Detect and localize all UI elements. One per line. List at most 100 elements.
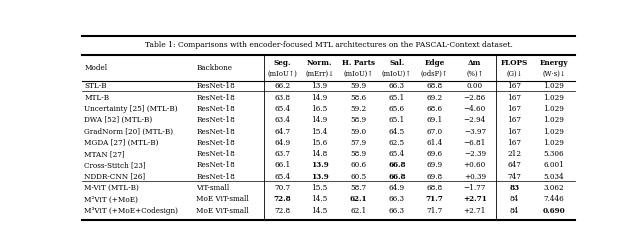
Text: 66.8: 66.8 xyxy=(388,161,406,170)
Text: (mIoU)↑: (mIoU)↑ xyxy=(343,69,373,77)
Text: 68.8: 68.8 xyxy=(426,184,442,192)
Text: ResNet-18: ResNet-18 xyxy=(196,139,235,147)
Text: Table 1: Comparisons with encoder-focused MTL architectures on the PASCAL-Contex: Table 1: Comparisons with encoder-focuse… xyxy=(145,41,513,49)
Text: ResNet-18: ResNet-18 xyxy=(196,161,235,170)
Text: DWA [52] (MTL-B): DWA [52] (MTL-B) xyxy=(84,116,153,124)
Text: 68.6: 68.6 xyxy=(426,105,442,113)
Text: +2.71: +2.71 xyxy=(463,195,487,203)
Text: 70.7: 70.7 xyxy=(275,184,291,192)
Text: M²ViT (+MoE): M²ViT (+MoE) xyxy=(84,195,138,203)
Text: Norm.: Norm. xyxy=(307,59,332,66)
Text: 1.029: 1.029 xyxy=(543,127,564,135)
Text: 69.6: 69.6 xyxy=(426,150,442,158)
Text: 1.029: 1.029 xyxy=(543,116,564,124)
Text: 62.1: 62.1 xyxy=(349,195,367,203)
Text: 66.8: 66.8 xyxy=(388,173,406,181)
Text: NDDR-CNN [26]: NDDR-CNN [26] xyxy=(84,173,145,181)
Text: STL-B: STL-B xyxy=(84,82,107,90)
Text: Cross-Stitch [23]: Cross-Stitch [23] xyxy=(84,161,146,170)
Text: GradNorm [20] (MTL-B): GradNorm [20] (MTL-B) xyxy=(84,127,173,135)
Text: 65.1: 65.1 xyxy=(388,94,405,102)
Text: 14.5: 14.5 xyxy=(312,195,328,203)
Text: −6.81: −6.81 xyxy=(463,139,486,147)
Text: 69.2: 69.2 xyxy=(426,94,442,102)
Text: −4.60: −4.60 xyxy=(464,105,486,113)
Text: Uncertainty [25] (MTL-B): Uncertainty [25] (MTL-B) xyxy=(84,105,178,113)
Text: 68.8: 68.8 xyxy=(426,82,442,90)
Text: 72.8: 72.8 xyxy=(274,195,291,203)
Text: −3.97: −3.97 xyxy=(464,127,486,135)
Text: +0.39: +0.39 xyxy=(464,173,486,181)
Text: 64.9: 64.9 xyxy=(275,139,291,147)
Text: 83: 83 xyxy=(509,184,520,192)
Text: 63.7: 63.7 xyxy=(275,150,291,158)
Text: −1.77: −1.77 xyxy=(463,184,486,192)
Text: 58.9: 58.9 xyxy=(350,150,366,158)
Text: 62.1: 62.1 xyxy=(350,207,366,215)
Text: 65.4: 65.4 xyxy=(388,150,405,158)
Text: 16.5: 16.5 xyxy=(312,105,328,113)
Text: 15.4: 15.4 xyxy=(312,127,328,135)
Text: ResNet-18: ResNet-18 xyxy=(196,116,235,124)
Text: 13.9: 13.9 xyxy=(312,82,328,90)
Text: 63.8: 63.8 xyxy=(275,94,291,102)
Text: 59.0: 59.0 xyxy=(350,127,366,135)
Text: (W·s)↓: (W·s)↓ xyxy=(542,69,566,77)
Text: (G)↓: (G)↓ xyxy=(506,69,522,77)
Text: ResNet-18: ResNet-18 xyxy=(196,127,235,135)
Text: MTAN [27]: MTAN [27] xyxy=(84,150,125,158)
Text: 7.446: 7.446 xyxy=(543,195,564,203)
Text: 65.1: 65.1 xyxy=(388,116,405,124)
Text: M³ViT (+MoE+Codesign): M³ViT (+MoE+Codesign) xyxy=(84,207,179,215)
Text: 71.7: 71.7 xyxy=(426,207,443,215)
Text: (mIoU)↑: (mIoU)↑ xyxy=(382,69,412,77)
Text: 1.029: 1.029 xyxy=(543,82,564,90)
Text: 66.1: 66.1 xyxy=(275,161,291,170)
Text: 747: 747 xyxy=(508,173,521,181)
Text: 0.690: 0.690 xyxy=(543,207,565,215)
Text: 167: 167 xyxy=(508,127,522,135)
Text: 14.5: 14.5 xyxy=(312,207,328,215)
Text: 14.9: 14.9 xyxy=(312,94,328,102)
Text: 62.5: 62.5 xyxy=(388,139,405,147)
Text: 57.9: 57.9 xyxy=(350,139,366,147)
Text: −2.94: −2.94 xyxy=(464,116,486,124)
Text: Δm: Δm xyxy=(468,59,481,66)
Text: 61.4: 61.4 xyxy=(426,139,443,147)
Text: (mErr)↓: (mErr)↓ xyxy=(305,69,334,77)
Text: 60.5: 60.5 xyxy=(350,173,366,181)
Text: MTL-B: MTL-B xyxy=(84,94,109,102)
Text: MoE ViT-small: MoE ViT-small xyxy=(196,195,249,203)
Text: 1.029: 1.029 xyxy=(543,139,564,147)
Text: 5.306: 5.306 xyxy=(543,150,564,158)
Text: M-ViT (MTL-B): M-ViT (MTL-B) xyxy=(84,184,140,192)
Text: 66.3: 66.3 xyxy=(388,207,404,215)
Text: 3.062: 3.062 xyxy=(543,184,564,192)
Text: ViT-small: ViT-small xyxy=(196,184,230,192)
Text: 64.5: 64.5 xyxy=(388,127,405,135)
Text: 13.9: 13.9 xyxy=(311,173,328,181)
Text: +0.60: +0.60 xyxy=(464,161,486,170)
Text: 69.1: 69.1 xyxy=(426,116,443,124)
Text: 212: 212 xyxy=(508,150,522,158)
Text: 167: 167 xyxy=(508,105,522,113)
Text: 167: 167 xyxy=(508,116,522,124)
Text: 13.9: 13.9 xyxy=(311,161,328,170)
Text: 167: 167 xyxy=(508,94,522,102)
Text: 67.0: 67.0 xyxy=(426,127,442,135)
Text: 66.2: 66.2 xyxy=(275,82,291,90)
Text: 66.3: 66.3 xyxy=(388,195,404,203)
Text: 69.8: 69.8 xyxy=(426,173,442,181)
Text: 65.4: 65.4 xyxy=(275,173,291,181)
Text: Sal.: Sal. xyxy=(389,59,404,66)
Text: 66.3: 66.3 xyxy=(388,82,404,90)
Text: Backbone: Backbone xyxy=(196,64,232,72)
Text: −2.86: −2.86 xyxy=(464,94,486,102)
Text: 84: 84 xyxy=(509,207,519,215)
Text: 69.9: 69.9 xyxy=(426,161,442,170)
Text: (odsF)↑: (odsF)↑ xyxy=(420,69,448,77)
Text: 58.9: 58.9 xyxy=(350,116,366,124)
Text: 167: 167 xyxy=(508,82,522,90)
Text: 65.6: 65.6 xyxy=(388,105,405,113)
Text: 1.029: 1.029 xyxy=(543,105,564,113)
